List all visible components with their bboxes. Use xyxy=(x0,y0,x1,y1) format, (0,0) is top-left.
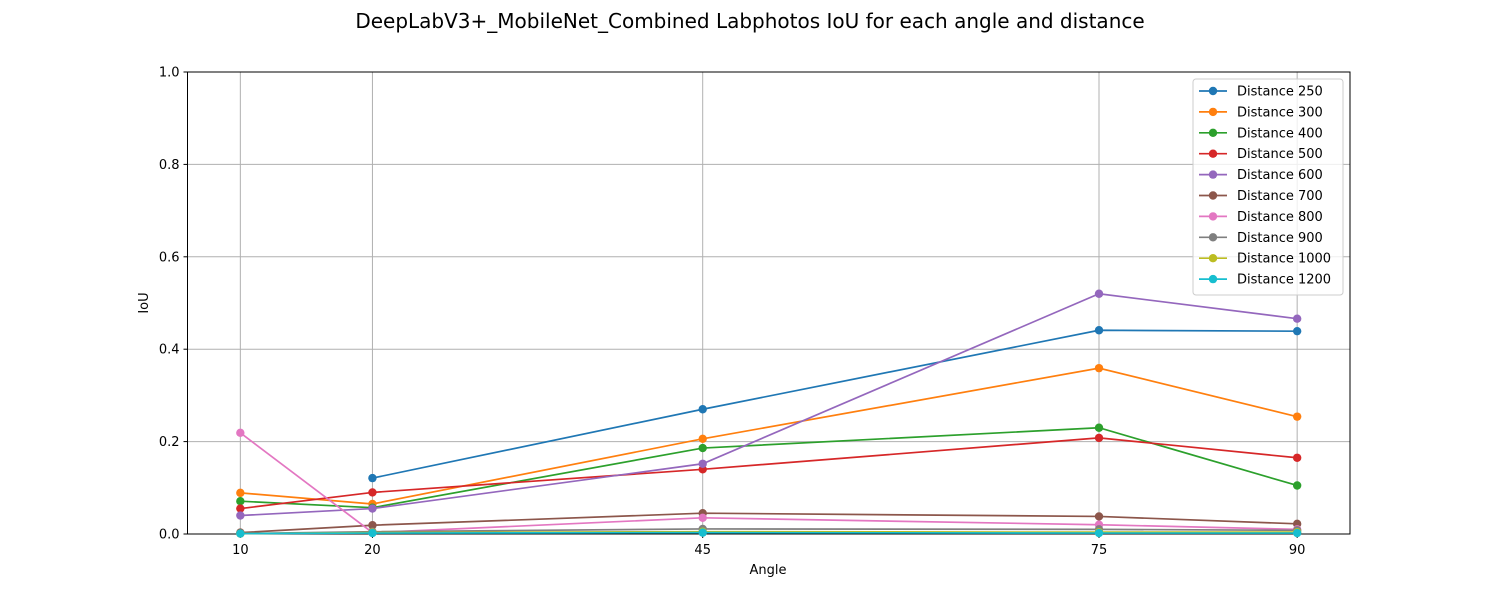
legend-label: Distance 800 xyxy=(1237,210,1323,225)
legend-label: Distance 300 xyxy=(1237,105,1323,120)
legend-item: Distance 800 xyxy=(1199,210,1323,225)
data-point xyxy=(368,521,377,530)
legend-swatch-marker xyxy=(1208,149,1218,158)
legend-swatch-marker xyxy=(1208,254,1218,263)
legend-swatch-marker xyxy=(1208,128,1218,137)
series-distance-1200 xyxy=(236,528,1302,538)
series-line xyxy=(372,329,1298,479)
data-point xyxy=(368,488,377,497)
x-tick-label: 10 xyxy=(232,543,249,558)
data-point xyxy=(1094,363,1104,373)
x-axis-ticks: 10 20 45 75 90 xyxy=(232,534,1305,558)
legend-item: Distance 700 xyxy=(1199,189,1323,204)
x-axis-label: Angle xyxy=(750,563,787,578)
legend-swatch-marker xyxy=(1208,86,1218,96)
series-distance-500 xyxy=(236,433,1302,513)
legend-swatch-marker xyxy=(1208,107,1218,117)
data-point xyxy=(1094,512,1104,521)
data-point xyxy=(698,513,707,523)
data-point xyxy=(1094,528,1104,538)
data-point xyxy=(368,504,377,513)
data-point xyxy=(1292,314,1302,323)
data-point xyxy=(698,528,707,537)
series-layer xyxy=(236,289,1302,538)
data-point xyxy=(236,529,245,538)
data-point xyxy=(1094,289,1104,298)
data-point xyxy=(698,434,707,444)
legend-item: Distance 400 xyxy=(1199,126,1323,141)
x-tick-label: 45 xyxy=(694,543,711,558)
legend-swatch-marker xyxy=(1208,191,1218,200)
legend-item: Distance 250 xyxy=(1199,85,1323,100)
legend-swatch-marker xyxy=(1208,274,1218,284)
legend-label: Distance 500 xyxy=(1237,147,1323,162)
data-point xyxy=(1094,326,1104,335)
legend-item: Distance 1200 xyxy=(1199,273,1331,288)
series-line xyxy=(240,292,1298,517)
data-point xyxy=(236,488,245,498)
series-distance-400 xyxy=(236,423,1302,512)
y-tick-label: 0.6 xyxy=(159,250,180,265)
legend-label: Distance 250 xyxy=(1237,85,1323,100)
data-point xyxy=(1292,326,1302,336)
legend-swatch-marker xyxy=(1208,212,1218,221)
x-tick-label: 90 xyxy=(1289,543,1306,558)
data-point xyxy=(1292,453,1302,462)
data-point xyxy=(236,428,245,438)
y-tick-label: 0.0 xyxy=(159,528,180,543)
legend-item: Distance 500 xyxy=(1199,147,1323,162)
series-distance-250 xyxy=(368,326,1302,483)
x-tick-label: 75 xyxy=(1091,543,1108,558)
data-point xyxy=(698,459,707,468)
data-point xyxy=(368,473,377,483)
y-axis-label: IoU xyxy=(137,292,152,313)
legend-swatch-marker xyxy=(1208,233,1218,242)
y-tick-label: 1.0 xyxy=(159,66,180,81)
data-point xyxy=(698,405,707,414)
chart-title: DeepLabV3+_MobileNet_Combined Labphotos … xyxy=(355,9,1144,33)
legend-label: Distance 900 xyxy=(1237,231,1323,246)
plot-area-frame xyxy=(187,71,1351,535)
data-point xyxy=(1292,481,1302,490)
data-point xyxy=(236,496,245,506)
y-tick-label: 0.8 xyxy=(159,158,180,173)
legend-item: Distance 300 xyxy=(1199,105,1323,120)
legend-label: Distance 700 xyxy=(1237,189,1323,204)
legend-item: Distance 1000 xyxy=(1199,252,1331,267)
legend-label: Distance 400 xyxy=(1237,126,1323,141)
legend-item: Distance 600 xyxy=(1199,168,1323,183)
x-tick-label: 20 xyxy=(364,543,381,558)
legend-label: Distance 1200 xyxy=(1237,273,1331,288)
y-axis-ticks: 0.0 0.2 0.4 0.6 0.8 1.0 xyxy=(159,66,188,543)
data-point xyxy=(698,443,707,453)
data-point xyxy=(1094,433,1104,443)
data-point xyxy=(1292,412,1302,421)
data-point xyxy=(236,511,245,520)
y-tick-label: 0.2 xyxy=(159,435,180,450)
series-distance-600 xyxy=(236,289,1302,520)
data-point xyxy=(236,504,245,513)
data-point xyxy=(1292,528,1302,538)
legend-frame xyxy=(1192,78,1344,296)
legend-swatch-marker xyxy=(1208,170,1218,179)
series-line xyxy=(240,531,1298,535)
series-line xyxy=(240,426,1298,509)
legend: Distance 250 Distance 300 Distance 400 Dist… xyxy=(1192,78,1344,296)
legend-label: Distance 1000 xyxy=(1237,252,1331,267)
y-tick-label: 0.4 xyxy=(159,343,180,358)
legend-item: Distance 900 xyxy=(1199,231,1323,246)
data-point xyxy=(368,528,377,538)
legend-label: Distance 600 xyxy=(1237,168,1323,183)
data-point xyxy=(1094,423,1104,432)
